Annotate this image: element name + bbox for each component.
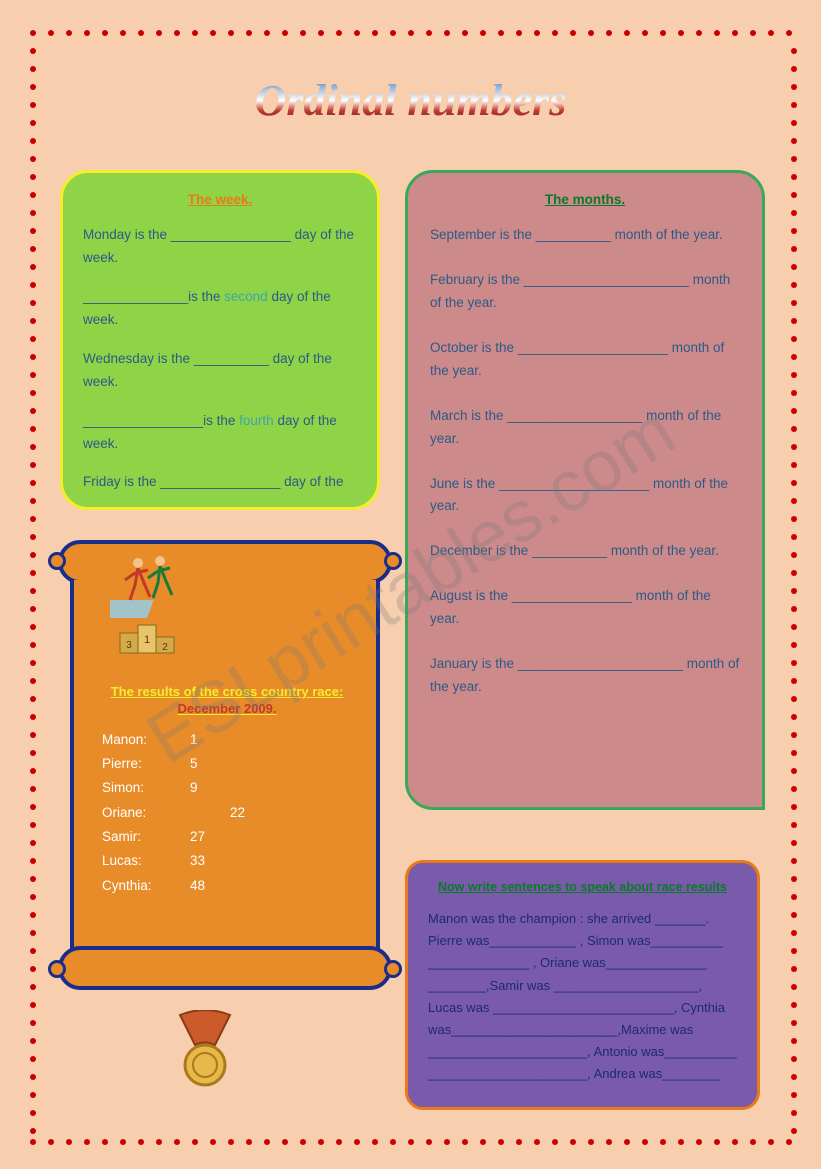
page-title: Ordinal numbers xyxy=(255,75,567,126)
month-line: August is the ________________ month of … xyxy=(430,585,740,631)
race-row: Oriane:22 xyxy=(102,801,352,825)
month-line: March is the __________________ month of… xyxy=(430,405,740,451)
scroll-knob xyxy=(384,552,402,570)
results-heading: Now write sentences to speak about race … xyxy=(428,877,737,898)
race-row: Samir:27 xyxy=(102,825,352,849)
week-line: ______________is the second day of the w… xyxy=(83,286,357,332)
scroll-knob xyxy=(48,960,66,978)
week-line: Monday is the ________________ day of th… xyxy=(83,224,357,270)
race-row: Lucas:33 xyxy=(102,849,352,873)
medal-icon xyxy=(170,1010,240,1090)
scroll-top-roll xyxy=(58,540,392,584)
race-row: Pierre:5 xyxy=(102,752,352,776)
svg-text:3: 3 xyxy=(126,640,132,651)
month-line: September is the __________ month of the… xyxy=(430,224,740,247)
runners-icon: 1 3 2 xyxy=(110,555,200,655)
race-heading-dec: December 2009. xyxy=(177,701,276,716)
svg-text:1: 1 xyxy=(144,634,150,646)
results-body: Manon was the champion : she arrived ___… xyxy=(428,908,737,1085)
results-box: Now write sentences to speak about race … xyxy=(405,860,760,1110)
race-heading: The results of the cross country race: D… xyxy=(102,684,352,718)
week-content: Monday is the ________________ day of th… xyxy=(83,224,357,494)
month-line: February is the ______________________ m… xyxy=(430,269,740,315)
week-heading: The week. xyxy=(83,189,357,212)
scroll-bottom-roll xyxy=(58,946,392,990)
month-line: January is the ______________________ mo… xyxy=(430,653,740,699)
svg-text:2: 2 xyxy=(162,642,168,653)
race-list: Manon:1Pierre:5Simon:9Oriane:22Samir:27L… xyxy=(102,728,352,898)
week-line: Wednesday is the __________ day of the w… xyxy=(83,348,357,394)
week-box: The week. Monday is the ________________… xyxy=(60,170,380,510)
months-content: September is the __________ month of the… xyxy=(430,224,740,699)
race-row: Cynthia:48 xyxy=(102,874,352,898)
scroll-knob xyxy=(384,960,402,978)
month-line: December is the __________ month of the … xyxy=(430,540,740,563)
months-box: The months. September is the __________ … xyxy=(405,170,765,810)
month-line: October is the ____________________ mont… xyxy=(430,337,740,383)
scroll-knob xyxy=(48,552,66,570)
week-line: ________________is the fourth day of the… xyxy=(83,410,357,456)
race-row: Simon:9 xyxy=(102,776,352,800)
race-row: Manon:1 xyxy=(102,728,352,752)
week-line: Friday is the ________________ day of th… xyxy=(83,471,357,494)
months-heading: The months. xyxy=(430,189,740,212)
race-heading-main: The results of the cross country race: xyxy=(111,684,344,699)
month-line: June is the ____________________ month o… xyxy=(430,473,740,519)
